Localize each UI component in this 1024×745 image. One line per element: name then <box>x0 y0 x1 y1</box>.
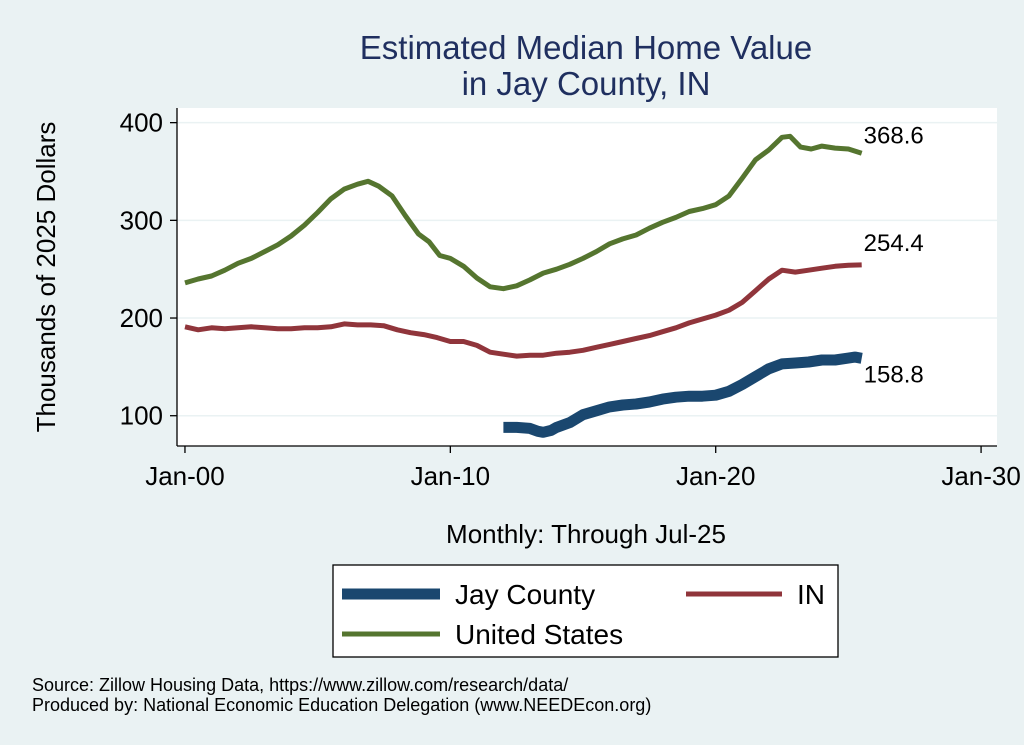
x-tick-label: Jan-30 <box>941 461 1021 491</box>
x-tick-label: Jan-10 <box>411 461 491 491</box>
y-tick-label: 200 <box>120 303 163 333</box>
x-tick-label: Jan-20 <box>676 461 756 491</box>
y-tick-label: 100 <box>120 401 163 431</box>
series-end-label: 368.6 <box>864 122 924 149</box>
series-end-labels: 368.6 254.4 158.8 <box>864 122 924 388</box>
legend-label: United States <box>455 619 623 650</box>
legend-box <box>332 564 839 658</box>
series-line-2 <box>184 133 863 292</box>
home-value-chart: Estimated Median Home Value in Jay Count… <box>31 29 1021 658</box>
legend-label: IN <box>797 579 825 610</box>
plot-area <box>177 108 997 446</box>
x-axis-title: Monthly: Through Jul-25 <box>446 519 726 549</box>
series-line-0 <box>503 351 863 438</box>
series-lines <box>184 133 863 438</box>
y-axis-ticks: 100 200 300 400 <box>120 108 177 431</box>
series-line-1 <box>184 262 862 359</box>
x-tick-label: Jan-00 <box>145 461 225 491</box>
producer-note: Produced by: National Economic Education… <box>32 695 652 715</box>
chart-title-line-1: Estimated Median Home Value <box>360 29 812 66</box>
series-end-label: 158.8 <box>864 361 924 388</box>
source-note: Source: Zillow Housing Data, https://www… <box>32 675 569 695</box>
legend-label: Jay County <box>455 579 595 610</box>
chart-title-line-2: in Jay County, IN <box>462 65 711 102</box>
y-axis-title: Thousands of 2025 Dollars <box>31 122 61 433</box>
legend: Jay County IN United States <box>342 579 825 650</box>
y-tick-label: 300 <box>120 205 163 235</box>
x-axis-ticks: Jan-00 Jan-10 Jan-20 Jan-30 <box>145 446 1021 491</box>
y-tick-label: 400 <box>120 108 163 138</box>
series-end-label: 254.4 <box>864 230 924 257</box>
